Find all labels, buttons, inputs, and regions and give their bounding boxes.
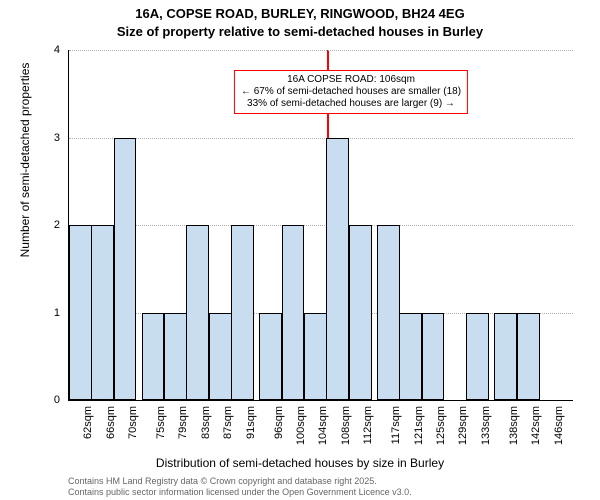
plot-area: 16A COPSE ROAD: 106sqm ← 67% of semi-det…	[68, 50, 573, 401]
y-tick-label: 0	[40, 394, 60, 406]
x-tick-label: 96sqm	[273, 406, 285, 439]
annotation-line2: ← 67% of semi-detached houses are smalle…	[241, 86, 461, 98]
grid-line	[69, 138, 573, 139]
credits: Contains HM Land Registry data © Crown c…	[68, 476, 412, 499]
bar	[326, 138, 349, 401]
x-tick-label: 108sqm	[340, 406, 352, 445]
annotation-box: 16A COPSE ROAD: 106sqm ← 67% of semi-det…	[234, 70, 468, 114]
x-tick-label: 100sqm	[295, 406, 307, 445]
x-tick-label: 146sqm	[553, 406, 565, 445]
y-tick-label: 1	[40, 307, 60, 319]
x-tick-label: 112sqm	[362, 406, 374, 444]
grid-line	[69, 50, 573, 51]
x-tick-label: 79sqm	[177, 406, 189, 439]
bar	[349, 225, 372, 400]
bar	[114, 138, 137, 401]
annotation-line1: 16A COPSE ROAD: 106sqm	[241, 74, 461, 86]
bar	[164, 313, 187, 401]
bar	[259, 313, 282, 401]
x-tick-label: 83sqm	[200, 406, 212, 439]
bar	[466, 313, 489, 401]
annotation-line3: 33% of semi-detached houses are larger (…	[241, 98, 461, 110]
x-tick-label: 66sqm	[105, 406, 117, 439]
x-tick-label: 138sqm	[508, 406, 520, 445]
x-axis-label: Distribution of semi-detached houses by …	[0, 456, 600, 470]
credits-line1: Contains HM Land Registry data © Crown c…	[68, 476, 412, 487]
bar	[494, 313, 517, 401]
y-tick-label: 2	[40, 219, 60, 231]
grid-line	[69, 225, 573, 226]
y-tick-label: 3	[40, 132, 60, 144]
x-tick-label: 129sqm	[457, 406, 469, 445]
bar	[91, 225, 114, 400]
chart-title-line2: Size of property relative to semi-detach…	[0, 24, 600, 39]
bar	[304, 313, 327, 401]
x-tick-label: 91sqm	[245, 406, 257, 439]
x-tick-label: 62sqm	[82, 406, 94, 439]
bar	[186, 225, 209, 400]
x-tick-label: 87sqm	[222, 406, 234, 439]
y-axis-label: Number of semi-detached properties	[18, 0, 32, 335]
x-tick-label: 121sqm	[413, 406, 425, 445]
bar	[282, 225, 305, 400]
x-tick-label: 117sqm	[390, 406, 402, 444]
y-tick-label: 4	[40, 44, 60, 56]
bar	[377, 225, 400, 400]
x-tick-label: 104sqm	[317, 406, 329, 445]
bar	[142, 313, 165, 401]
bar	[69, 225, 92, 400]
bar	[231, 225, 254, 400]
bar	[209, 313, 232, 401]
bar	[517, 313, 540, 401]
credits-line2: Contains public sector information licen…	[68, 487, 412, 498]
x-tick-label: 70sqm	[127, 406, 139, 439]
x-tick-label: 125sqm	[435, 406, 447, 445]
x-tick-label: 133sqm	[480, 406, 492, 445]
x-tick-label: 142sqm	[530, 406, 542, 445]
x-tick-label: 75sqm	[155, 406, 167, 439]
chart-container: 16A, COPSE ROAD, BURLEY, RINGWOOD, BH24 …	[0, 0, 600, 500]
bar	[399, 313, 422, 401]
bar	[422, 313, 445, 401]
chart-title-line1: 16A, COPSE ROAD, BURLEY, RINGWOOD, BH24 …	[0, 6, 600, 21]
